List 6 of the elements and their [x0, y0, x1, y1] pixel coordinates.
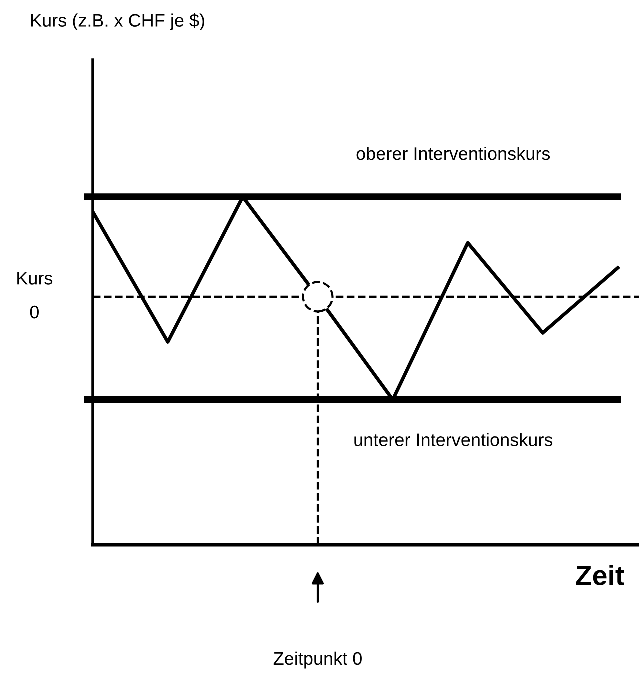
- ref-line-label: Kurs 0: [18, 272, 53, 319]
- ref-line-label: unterer Interventionskurs: [354, 433, 553, 446]
- text: Zeitpunkt 0: [274, 652, 362, 669]
- text: Kurs (z.B. x CHF je $): [31, 13, 204, 31]
- ref-line-label: oberer Interventionskurs: [356, 147, 550, 160]
- x-axis-title: Zeit: [576, 565, 624, 586]
